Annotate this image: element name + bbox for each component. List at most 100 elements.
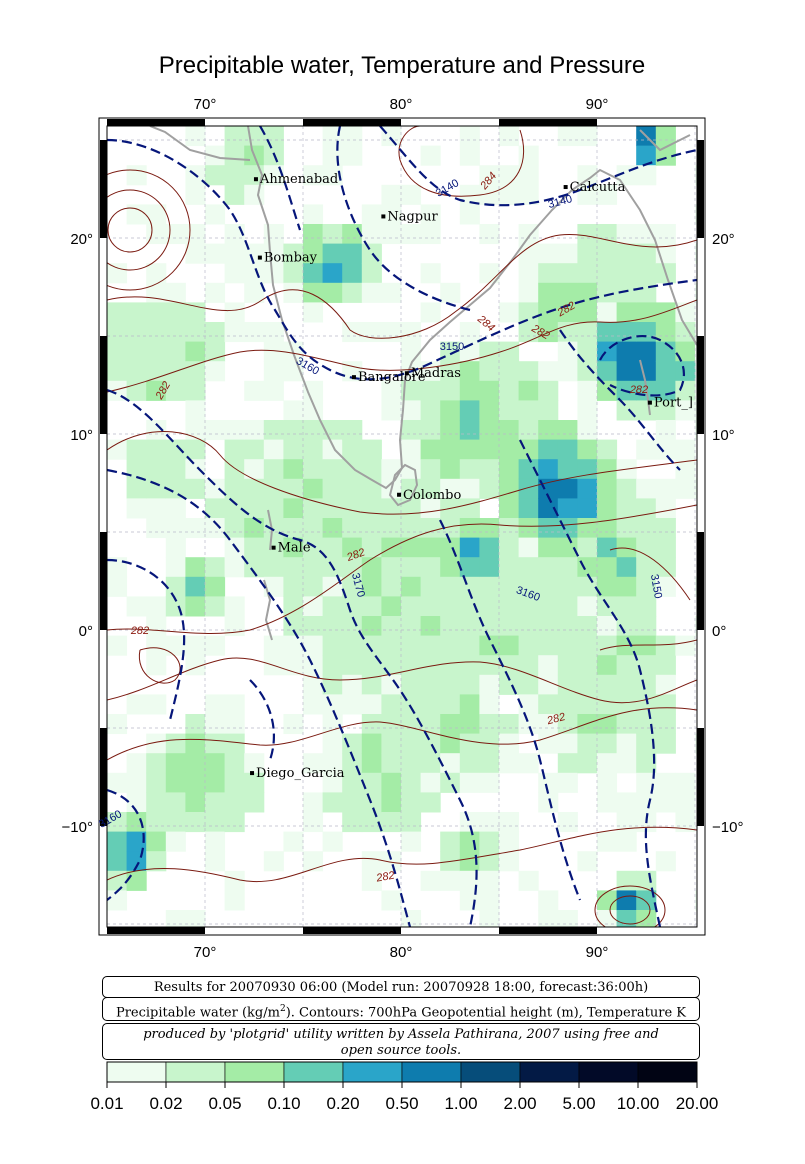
grid-cell	[205, 361, 226, 382]
grid-cell	[401, 753, 422, 774]
grid-cell	[459, 674, 480, 695]
grid-cell	[597, 282, 618, 303]
grid-cell	[499, 165, 520, 186]
grid-cell	[342, 812, 363, 833]
grid-cell	[322, 263, 343, 284]
grid-cell	[420, 792, 441, 813]
grid-cell	[655, 655, 676, 676]
grid-cell	[165, 910, 186, 927]
grid-cell	[361, 322, 382, 343]
grid-cell	[459, 890, 480, 911]
grid-cell	[420, 655, 441, 676]
grid-cell	[440, 772, 461, 793]
grid-cell	[342, 459, 363, 480]
grid-cell	[479, 341, 500, 362]
grid-cell	[597, 772, 618, 793]
grid-cell	[538, 361, 559, 382]
colorbar	[106, 1061, 698, 1088]
grid-cell	[322, 733, 343, 754]
grid-cell	[263, 224, 284, 245]
city-marker	[351, 375, 356, 380]
grid-cell	[636, 772, 657, 793]
grid-cell	[695, 733, 697, 754]
grid-cell	[381, 733, 402, 754]
grid-cell	[518, 478, 539, 499]
grid-cell	[440, 831, 461, 852]
grid-cell	[303, 674, 324, 695]
city-label: Nagpur	[387, 209, 438, 224]
grid-cell	[263, 518, 284, 539]
grid-cell	[655, 498, 676, 519]
grid-cell	[165, 380, 186, 401]
grid-cell	[675, 322, 696, 343]
grid-cell	[459, 322, 480, 343]
grid-cell	[205, 165, 226, 186]
temperature-contour-label: 282	[374, 870, 395, 885]
grid-cell	[146, 792, 167, 813]
grid-cell	[577, 165, 598, 186]
grid-cell	[263, 851, 284, 872]
grid-cell	[577, 380, 598, 401]
grid-cell	[577, 753, 598, 774]
frame-tick-left	[100, 532, 107, 630]
grid-cell	[263, 263, 284, 284]
grid-cell	[361, 282, 382, 303]
grid-cell	[283, 282, 304, 303]
grid-cell	[361, 616, 382, 637]
grid-cell	[538, 420, 559, 441]
chart-title: Precipitable water, Temperature and Pres…	[159, 52, 645, 79]
grid-cell	[616, 341, 637, 362]
frame-tick-top	[401, 119, 499, 126]
lat-tick-label-right: −10°	[712, 819, 743, 836]
grid-cell	[361, 224, 382, 245]
grid-cell	[518, 380, 539, 401]
grid-cell	[577, 361, 598, 382]
grid-cell	[597, 792, 618, 813]
grid-cell	[185, 322, 206, 343]
grid-cell	[146, 635, 167, 656]
grid-cell	[577, 655, 598, 676]
grid-cell	[597, 459, 618, 480]
temperature-contour-label: 282	[629, 384, 648, 396]
grid-cell	[361, 714, 382, 735]
city-marker	[397, 492, 402, 497]
grid-cell	[224, 792, 245, 813]
grid-cell	[401, 596, 422, 617]
grid-cell	[459, 478, 480, 499]
grid-cell	[597, 616, 618, 637]
grid-cell	[342, 282, 363, 303]
grid-cell	[107, 714, 128, 735]
colorbar-swatch	[106, 1061, 167, 1083]
grid-cell	[361, 674, 382, 695]
grid-cell	[557, 439, 578, 460]
grid-cell	[361, 204, 382, 225]
colorbar-label: 0.10	[267, 1094, 301, 1113]
colorbar-label: 5.00	[562, 1094, 596, 1113]
grid-cell	[165, 635, 186, 656]
grid-cell	[283, 635, 304, 656]
grid-cell	[518, 145, 539, 166]
grid-cell	[420, 478, 441, 499]
grid-cell	[538, 537, 559, 558]
grid-cell	[322, 596, 343, 617]
grid-cell	[185, 792, 206, 813]
grid-cell	[283, 831, 304, 852]
grid-cell	[401, 831, 422, 852]
grid-cell	[616, 537, 637, 558]
grid-cell	[440, 733, 461, 754]
grid-cell	[401, 655, 422, 676]
city-label: Bombay	[264, 251, 318, 266]
grid-cell	[401, 772, 422, 793]
grid-cell	[616, 792, 637, 813]
grid-cell	[636, 302, 657, 323]
grid-cell	[263, 380, 284, 401]
grid-cell	[479, 184, 500, 205]
grid-cell	[283, 498, 304, 519]
grid-cell	[224, 557, 245, 578]
grid-cell	[381, 890, 402, 911]
grid-cell	[538, 792, 559, 813]
grid-cell	[577, 322, 598, 343]
grid-cell	[107, 890, 128, 911]
frame-tick-left	[100, 630, 107, 728]
grid-cell	[420, 263, 441, 284]
